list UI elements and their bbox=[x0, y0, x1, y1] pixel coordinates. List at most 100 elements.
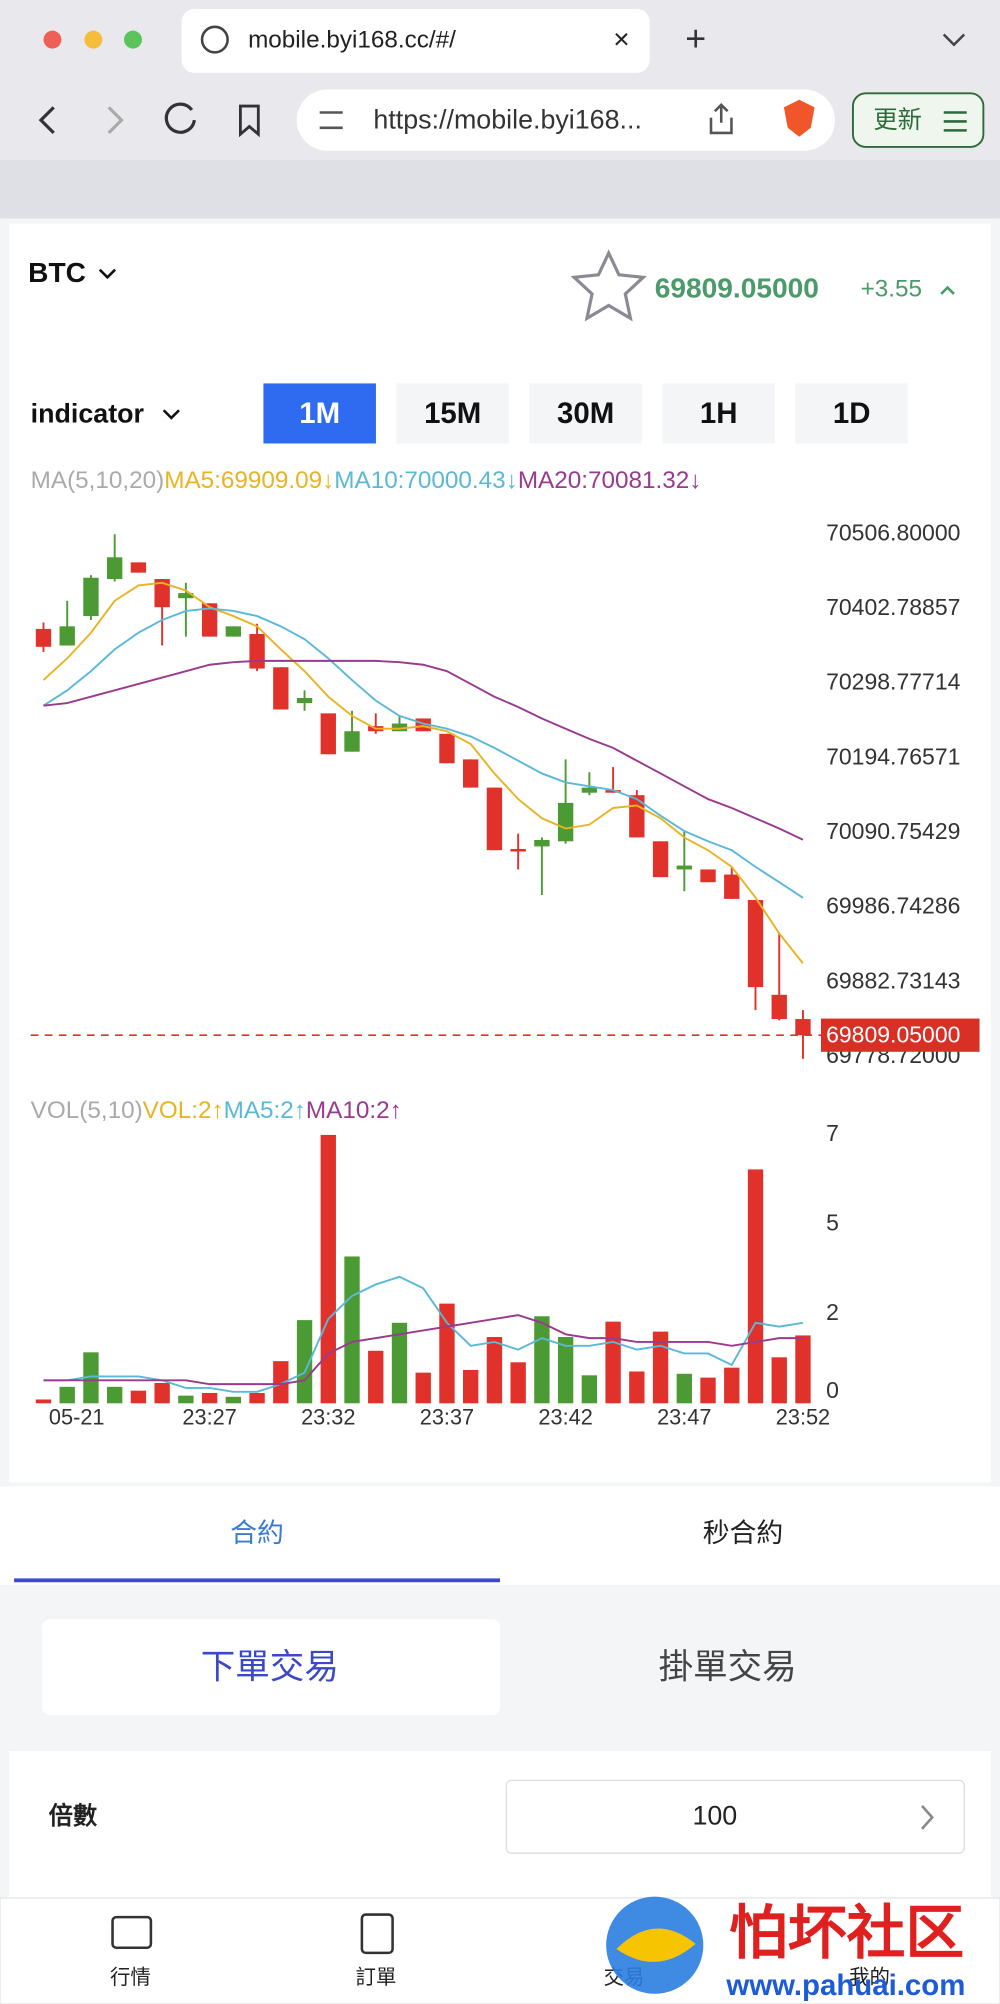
candle-body bbox=[296, 697, 313, 704]
volume-bar bbox=[676, 1373, 692, 1404]
interval-button[interactable] bbox=[396, 383, 509, 444]
symbol[interactable]: BTC bbox=[28, 257, 86, 288]
volume-bar bbox=[296, 1320, 313, 1404]
url-field[interactable] bbox=[296, 89, 836, 151]
volume-bar bbox=[510, 1362, 526, 1404]
candle-body bbox=[629, 795, 645, 838]
menu[interactable] bbox=[943, 111, 967, 132]
favorite-star[interactable] bbox=[570, 249, 647, 322]
leverage-select[interactable] bbox=[505, 1779, 965, 1854]
candle-body bbox=[225, 626, 242, 637]
tab[interactable] bbox=[181, 8, 650, 73]
price-tick-label: 70194.76571 bbox=[826, 743, 960, 769]
close-dot[interactable] bbox=[43, 30, 62, 49]
indicator-chevron[interactable] bbox=[162, 409, 180, 420]
zoom-dot[interactable] bbox=[124, 30, 142, 49]
globe-icon bbox=[200, 25, 229, 54]
order-tab-active[interactable] bbox=[42, 1619, 500, 1716]
update-button[interactable] bbox=[851, 92, 985, 148]
time-label: 23:27 bbox=[182, 1404, 236, 1429]
limit-order-tab[interactable]: 掛單交易 bbox=[659, 1648, 797, 1686]
volume-bar bbox=[368, 1350, 384, 1404]
candle-body bbox=[35, 628, 52, 647]
volume-bar bbox=[320, 1134, 336, 1404]
legend-entry: MA10:2↑ bbox=[306, 1097, 402, 1124]
interval-label[interactable]: 1M bbox=[299, 397, 340, 430]
volume-bar bbox=[652, 1331, 669, 1404]
second-contract-tab[interactable]: 秒合約 bbox=[703, 1518, 784, 1548]
candle-body bbox=[320, 713, 336, 755]
volume-bar bbox=[249, 1392, 265, 1404]
legend-entry: MA20:70081.32↓ bbox=[518, 467, 702, 494]
reload[interactable] bbox=[164, 102, 196, 134]
forward[interactable] bbox=[107, 106, 124, 135]
volume-bar bbox=[35, 1399, 52, 1404]
interval-label[interactable]: 30M bbox=[557, 397, 614, 430]
interval-label[interactable]: 15M bbox=[424, 397, 481, 430]
nav-market[interactable]: 行情 bbox=[110, 1966, 151, 1989]
candle-body bbox=[581, 787, 598, 793]
candle-body bbox=[652, 841, 669, 878]
nav-mine[interactable]: 我的 bbox=[849, 1966, 890, 1989]
interval-button[interactable] bbox=[795, 383, 908, 444]
vol-tick-label: 0 bbox=[826, 1377, 839, 1403]
interval-button[interactable] bbox=[662, 383, 775, 444]
candle-body bbox=[344, 731, 360, 752]
bookmark[interactable] bbox=[239, 104, 260, 138]
candle-body bbox=[700, 869, 716, 883]
interval-label[interactable]: 1D bbox=[833, 397, 871, 430]
candle-body bbox=[439, 733, 455, 764]
last-price: 69809.05000 bbox=[655, 273, 819, 304]
volume-bar bbox=[201, 1392, 218, 1404]
volume-bar bbox=[225, 1396, 242, 1404]
volume-bar bbox=[463, 1369, 479, 1404]
interval-button[interactable] bbox=[529, 383, 642, 444]
candle-body bbox=[724, 874, 740, 899]
market-order-tab[interactable]: 下單交易 bbox=[201, 1648, 339, 1686]
time-label: 23:42 bbox=[538, 1404, 592, 1429]
leverage-value: 100 bbox=[692, 1801, 737, 1831]
candle-body bbox=[771, 994, 787, 1020]
vol-tick-label: 5 bbox=[826, 1209, 839, 1235]
watermark-fish bbox=[616, 1928, 696, 1962]
site-settings[interactable] bbox=[319, 111, 343, 130]
indicator-menu[interactable]: indicator bbox=[31, 398, 145, 428]
legend-entry: VOL:2↑ bbox=[143, 1097, 224, 1124]
volume-bar bbox=[629, 1371, 645, 1404]
kline-chart: MA(5,10,20)MA5:69909.09↓MA10:70000.43↓MA… bbox=[31, 467, 980, 1429]
candle-body bbox=[676, 865, 692, 870]
nav-orders[interactable]: 訂單 bbox=[356, 1966, 397, 1989]
vol-ma-line bbox=[43, 1275, 804, 1393]
candle-body bbox=[557, 802, 574, 842]
time-label: 23:32 bbox=[301, 1404, 355, 1429]
price-tick-label: 69986.74286 bbox=[826, 893, 960, 919]
brave-icon[interactable] bbox=[783, 99, 815, 137]
price-tick-label: 70090.75429 bbox=[826, 818, 960, 844]
new-tab[interactable]: + bbox=[685, 18, 706, 58]
share[interactable] bbox=[709, 102, 733, 135]
tab-menu[interactable] bbox=[942, 33, 966, 47]
symbol-chevron[interactable] bbox=[98, 268, 116, 280]
candle-body bbox=[201, 603, 218, 637]
update-label: 更新 bbox=[873, 107, 922, 134]
candle-body bbox=[795, 1019, 811, 1036]
candle-body bbox=[249, 634, 265, 669]
interval-buttons: 1M 15M 30M 1H 1D bbox=[263, 383, 908, 444]
candle-body bbox=[605, 790, 621, 793]
volume-bar bbox=[344, 1256, 360, 1404]
candle-body bbox=[107, 557, 123, 580]
orders-icon[interactable] bbox=[360, 1913, 394, 1955]
legend-title: MA(5,10,20) bbox=[31, 467, 165, 494]
volume-bar bbox=[415, 1372, 431, 1404]
volume-bar bbox=[534, 1316, 550, 1404]
market-icon[interactable] bbox=[111, 1915, 153, 1950]
leverage-label: 倍數 bbox=[49, 1802, 98, 1830]
interval-button[interactable] bbox=[263, 383, 376, 444]
interval-label[interactable]: 1H bbox=[700, 397, 738, 430]
contract-tab[interactable]: 合約 bbox=[230, 1518, 284, 1548]
minimize-dot[interactable] bbox=[84, 30, 103, 49]
volume-bar bbox=[486, 1336, 503, 1404]
legend-title: VOL(5,10) bbox=[31, 1097, 143, 1124]
back[interactable] bbox=[38, 106, 55, 135]
tab-close[interactable]: × bbox=[613, 23, 629, 54]
